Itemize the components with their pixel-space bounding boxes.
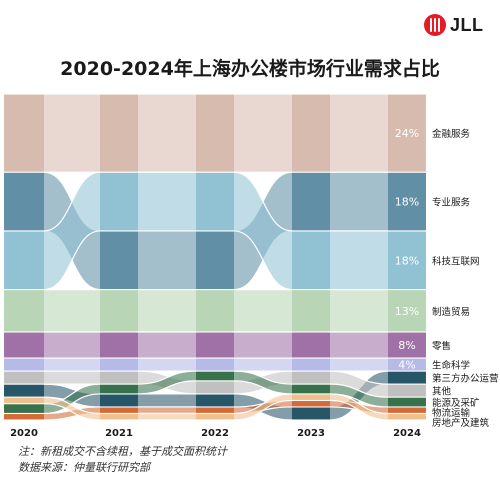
- bar-2022-series-3: [196, 290, 234, 332]
- jll-logo-text: JLL: [450, 15, 484, 35]
- x-tick-label: 2022: [201, 428, 229, 439]
- chart-title: 2020-2024年上海办公楼市场行业需求占比: [60, 58, 440, 80]
- bar-2024-series-9: [388, 407, 426, 413]
- bar-2023-series-2: [292, 231, 330, 289]
- jll-logo-icon: [424, 14, 446, 36]
- bar-2023-series-1: [292, 172, 330, 231]
- legend-label-series-3: 制造贸易: [432, 306, 470, 318]
- legend-label-series-6: 第三方办公运营: [432, 373, 499, 385]
- x-tick-label: 2024: [393, 428, 421, 439]
- bar-2023-series-5: [292, 358, 330, 371]
- bar-2022-series-6: [196, 394, 234, 407]
- data-source: 数据来源：仲量联行研究部: [18, 461, 150, 474]
- bar-2024-series-1: [388, 172, 426, 231]
- bar-2022-series-4: [196, 332, 234, 358]
- bar-2020-series-1: [4, 172, 44, 231]
- bar-2020-series-2: [4, 231, 44, 289]
- bar-2022-series-8: [196, 371, 234, 381]
- bar-2020-series-8: [4, 404, 44, 413]
- legend-label-series-7: 其他: [432, 386, 452, 398]
- bar-2020-series-7: [4, 371, 44, 384]
- bar-2024-series-4: [388, 332, 426, 358]
- value-label-series-0: 24%: [395, 127, 419, 140]
- bar-2023-series-9: [292, 401, 330, 407]
- bar-2024-series-10: [388, 414, 426, 420]
- bar-2022-series-10: [196, 414, 234, 420]
- bar-2024-series-0: [388, 94, 426, 172]
- bar-2024-series-6: [388, 371, 426, 384]
- year-columns: [4, 94, 426, 420]
- legend-label-series-9: 物流运输: [432, 407, 471, 419]
- bar-2021-series-4: [100, 332, 138, 358]
- bar-2020-series-4: [4, 332, 44, 358]
- jll-logo: JLL: [424, 14, 486, 40]
- legend-label-series-5: 生命科学: [432, 360, 470, 372]
- value-label-series-1: 18%: [395, 196, 419, 209]
- bar-2024-series-3: [388, 290, 426, 332]
- bar-2021-series-2: [100, 172, 138, 231]
- bar-2024-series-7: [388, 384, 426, 397]
- legend-label-series-1: 专业服务: [432, 197, 471, 209]
- value-label-series-5: 4%: [398, 359, 415, 372]
- value-label-series-2: 18%: [395, 254, 419, 267]
- bar-2022-series-2: [196, 172, 234, 231]
- bar-2023-series-10: [292, 394, 330, 400]
- bar-2022-series-7: [196, 381, 234, 394]
- bar-2021-series-1: [100, 231, 138, 289]
- bar-2020-series-0: [4, 94, 44, 172]
- bar-2023-series-7: [292, 371, 330, 384]
- legend-label-series-2: 科技互联网: [432, 255, 480, 267]
- legend-label-series-4: 零售: [432, 340, 451, 352]
- x-tick-label: 2023: [297, 428, 325, 439]
- bar-2023-series-3: [292, 290, 330, 332]
- bar-2022-series-9: [196, 407, 234, 413]
- ribbon-series-10: [3, 393, 427, 421]
- bar-2021-series-6: [100, 394, 138, 407]
- footnote: 注：新租成交不含续租，基于成交面积统计: [18, 445, 227, 458]
- bar-2022-series-5: [196, 358, 234, 371]
- legend-label-series-8: 能源及采矿: [432, 397, 480, 409]
- bar-2020-series-9: [4, 414, 44, 420]
- bar-2021-series-0: [100, 94, 138, 172]
- bar-2022-series-1: [196, 231, 234, 289]
- bar-2020-series-10: [4, 397, 44, 404]
- bar-2021-series-8: [100, 384, 138, 394]
- value-label-series-3: 13%: [395, 305, 419, 318]
- bar-2024-series-5: [388, 358, 426, 371]
- legend-label-series-0: 金融服务: [432, 128, 471, 140]
- bar-2023-series-4: [292, 332, 330, 358]
- bar-2023-series-6: [292, 407, 330, 420]
- bar-2021-series-7: [100, 371, 138, 384]
- bar-2024-series-8: [388, 397, 426, 407]
- bar-2021-series-3: [100, 290, 138, 332]
- bar-2020-series-3: [4, 290, 44, 332]
- bar-2024-series-2: [388, 231, 426, 289]
- bar-2023-series-0: [292, 94, 330, 172]
- legend-label-series-10: 房地产及建筑: [432, 417, 490, 429]
- bar-2023-series-8: [292, 384, 330, 394]
- x-tick-label: 2021: [105, 428, 133, 439]
- bar-2022-series-0: [196, 94, 234, 172]
- bar-2021-series-10: [100, 414, 138, 420]
- x-tick-label: 2020: [10, 428, 38, 439]
- bar-2021-series-9: [100, 407, 138, 413]
- bar-2020-series-6: [4, 384, 44, 397]
- value-label-series-4: 8%: [398, 339, 415, 352]
- bar-2020-series-5: [4, 358, 44, 371]
- bar-2021-series-5: [100, 358, 138, 371]
